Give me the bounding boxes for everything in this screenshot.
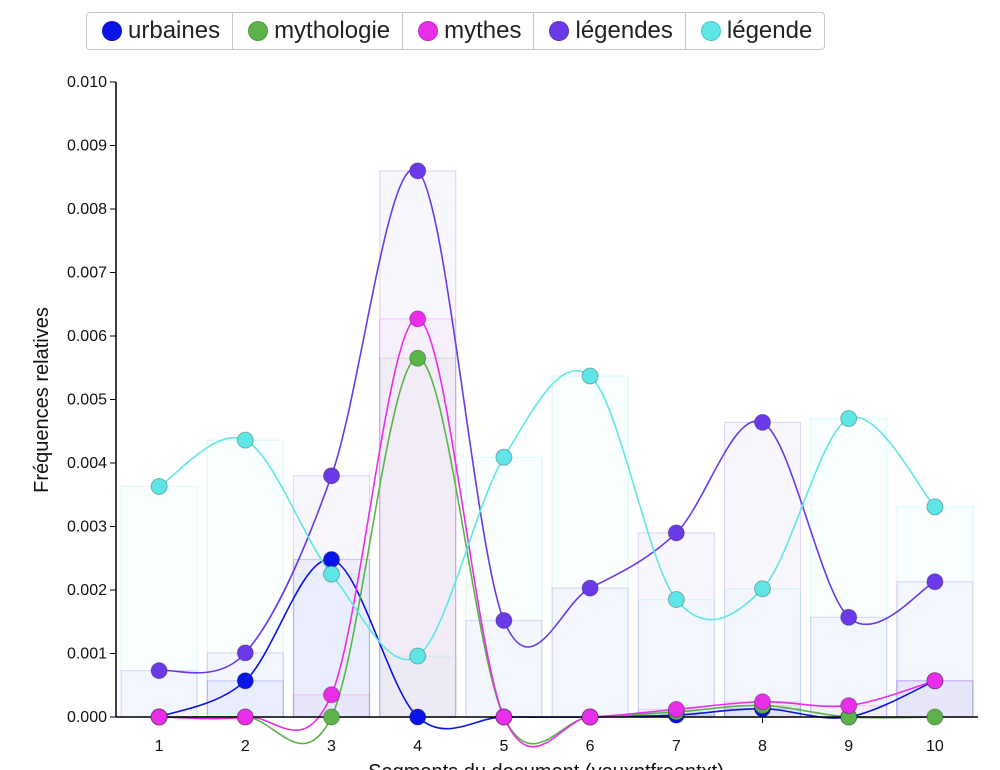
x-tick-label: 2 — [241, 738, 250, 755]
axes-layer: 0.000 0.001 0.002 0.003 0.004 0.005 0.006 0.007… — [67, 74, 978, 755]
data-point — [409, 162, 427, 180]
data-point — [581, 367, 599, 385]
data-point — [926, 498, 944, 516]
legend-item[interactable]: urbaines — [87, 13, 234, 49]
data-point — [236, 672, 254, 690]
bar — [379, 170, 457, 718]
y-tick-label: 0.006 — [67, 328, 107, 345]
bar — [465, 619, 543, 718]
legend-swatch — [248, 21, 269, 41]
bar — [379, 655, 457, 718]
y-tick-label: 0.003 — [67, 519, 107, 536]
data-point — [236, 644, 254, 662]
data-point — [840, 608, 858, 626]
data-point — [667, 700, 685, 718]
legend-item[interactable]: légendes — [534, 13, 686, 49]
data-point — [840, 697, 858, 715]
data-point — [236, 708, 254, 726]
y-tick-label: 0.009 — [67, 138, 107, 155]
data-point — [323, 467, 340, 485]
x-tick-label: 4 — [413, 738, 422, 755]
x-tick-label: 5 — [499, 738, 508, 755]
data-point — [236, 431, 254, 449]
data-point — [926, 708, 944, 726]
bar — [551, 375, 629, 718]
data-point — [926, 573, 944, 591]
data-point — [754, 580, 771, 598]
legend-swatch — [549, 21, 570, 41]
data-point — [150, 662, 168, 680]
y-axis-label: Fréquences relatives — [31, 307, 53, 493]
bar — [896, 581, 974, 718]
x-tick-label: 6 — [586, 738, 595, 755]
bar — [637, 598, 715, 718]
legend-item[interactable]: mythologie — [233, 13, 404, 49]
x-tick-label: 9 — [844, 738, 853, 755]
legend-swatch — [418, 21, 439, 41]
y-tick-label: 0.004 — [67, 455, 107, 472]
data-point — [581, 579, 599, 597]
legend-label: urbaines — [128, 17, 221, 44]
data-point — [495, 448, 513, 466]
data-point — [323, 708, 340, 726]
data-point — [409, 349, 427, 367]
bar — [723, 421, 802, 718]
legend-label: légendes — [575, 17, 673, 44]
data-point — [323, 565, 340, 583]
data-point — [581, 708, 599, 726]
y-tick-label: 0.010 — [67, 74, 107, 91]
y-tick-label: 0.008 — [67, 201, 107, 218]
data-point — [926, 672, 944, 690]
data-point — [667, 591, 685, 609]
x-tick-label: 3 — [327, 738, 336, 755]
y-tick-label: 0.001 — [67, 646, 107, 663]
bar — [292, 475, 371, 718]
data-point — [323, 551, 340, 569]
data-point — [409, 310, 427, 328]
data-point — [840, 410, 858, 428]
points-layer — [150, 162, 944, 726]
legend-label: légende — [726, 17, 813, 44]
x-axis-label: Segments du document (yeuxntfreentxt) — [368, 761, 724, 770]
bar — [120, 485, 198, 718]
y-tick-label: 0.002 — [67, 582, 107, 599]
bar — [810, 417, 888, 718]
y-tick-label: 0.007 — [67, 265, 107, 282]
legend-item[interactable]: mythes — [403, 13, 535, 49]
data-point — [409, 647, 427, 665]
legend-label: mythologie — [274, 17, 391, 44]
data-point — [150, 477, 168, 495]
data-point — [754, 413, 771, 431]
data-point — [495, 708, 513, 726]
legend-item[interactable]: légende — [686, 13, 824, 49]
y-tick-label: 0.005 — [67, 392, 107, 409]
x-tick-label: 10 — [926, 738, 944, 755]
data-point — [409, 708, 427, 726]
series-line — [158, 369, 936, 661]
legend-swatch — [102, 21, 122, 41]
data-point — [495, 611, 513, 629]
y-tick-label: 0.000 — [67, 709, 107, 726]
x-tick-label: 1 — [155, 738, 164, 755]
data-point — [667, 524, 685, 542]
bar — [637, 532, 715, 718]
data-point — [150, 708, 168, 726]
x-tick-label: 7 — [672, 738, 681, 755]
legend-label: mythes — [444, 17, 522, 44]
data-point — [754, 693, 771, 711]
legend-swatch — [700, 21, 721, 41]
data-point — [323, 686, 340, 704]
x-tick-label: 8 — [758, 738, 767, 755]
chart-legend: urbaines mythologie mythes légendes légende — [86, 12, 826, 50]
